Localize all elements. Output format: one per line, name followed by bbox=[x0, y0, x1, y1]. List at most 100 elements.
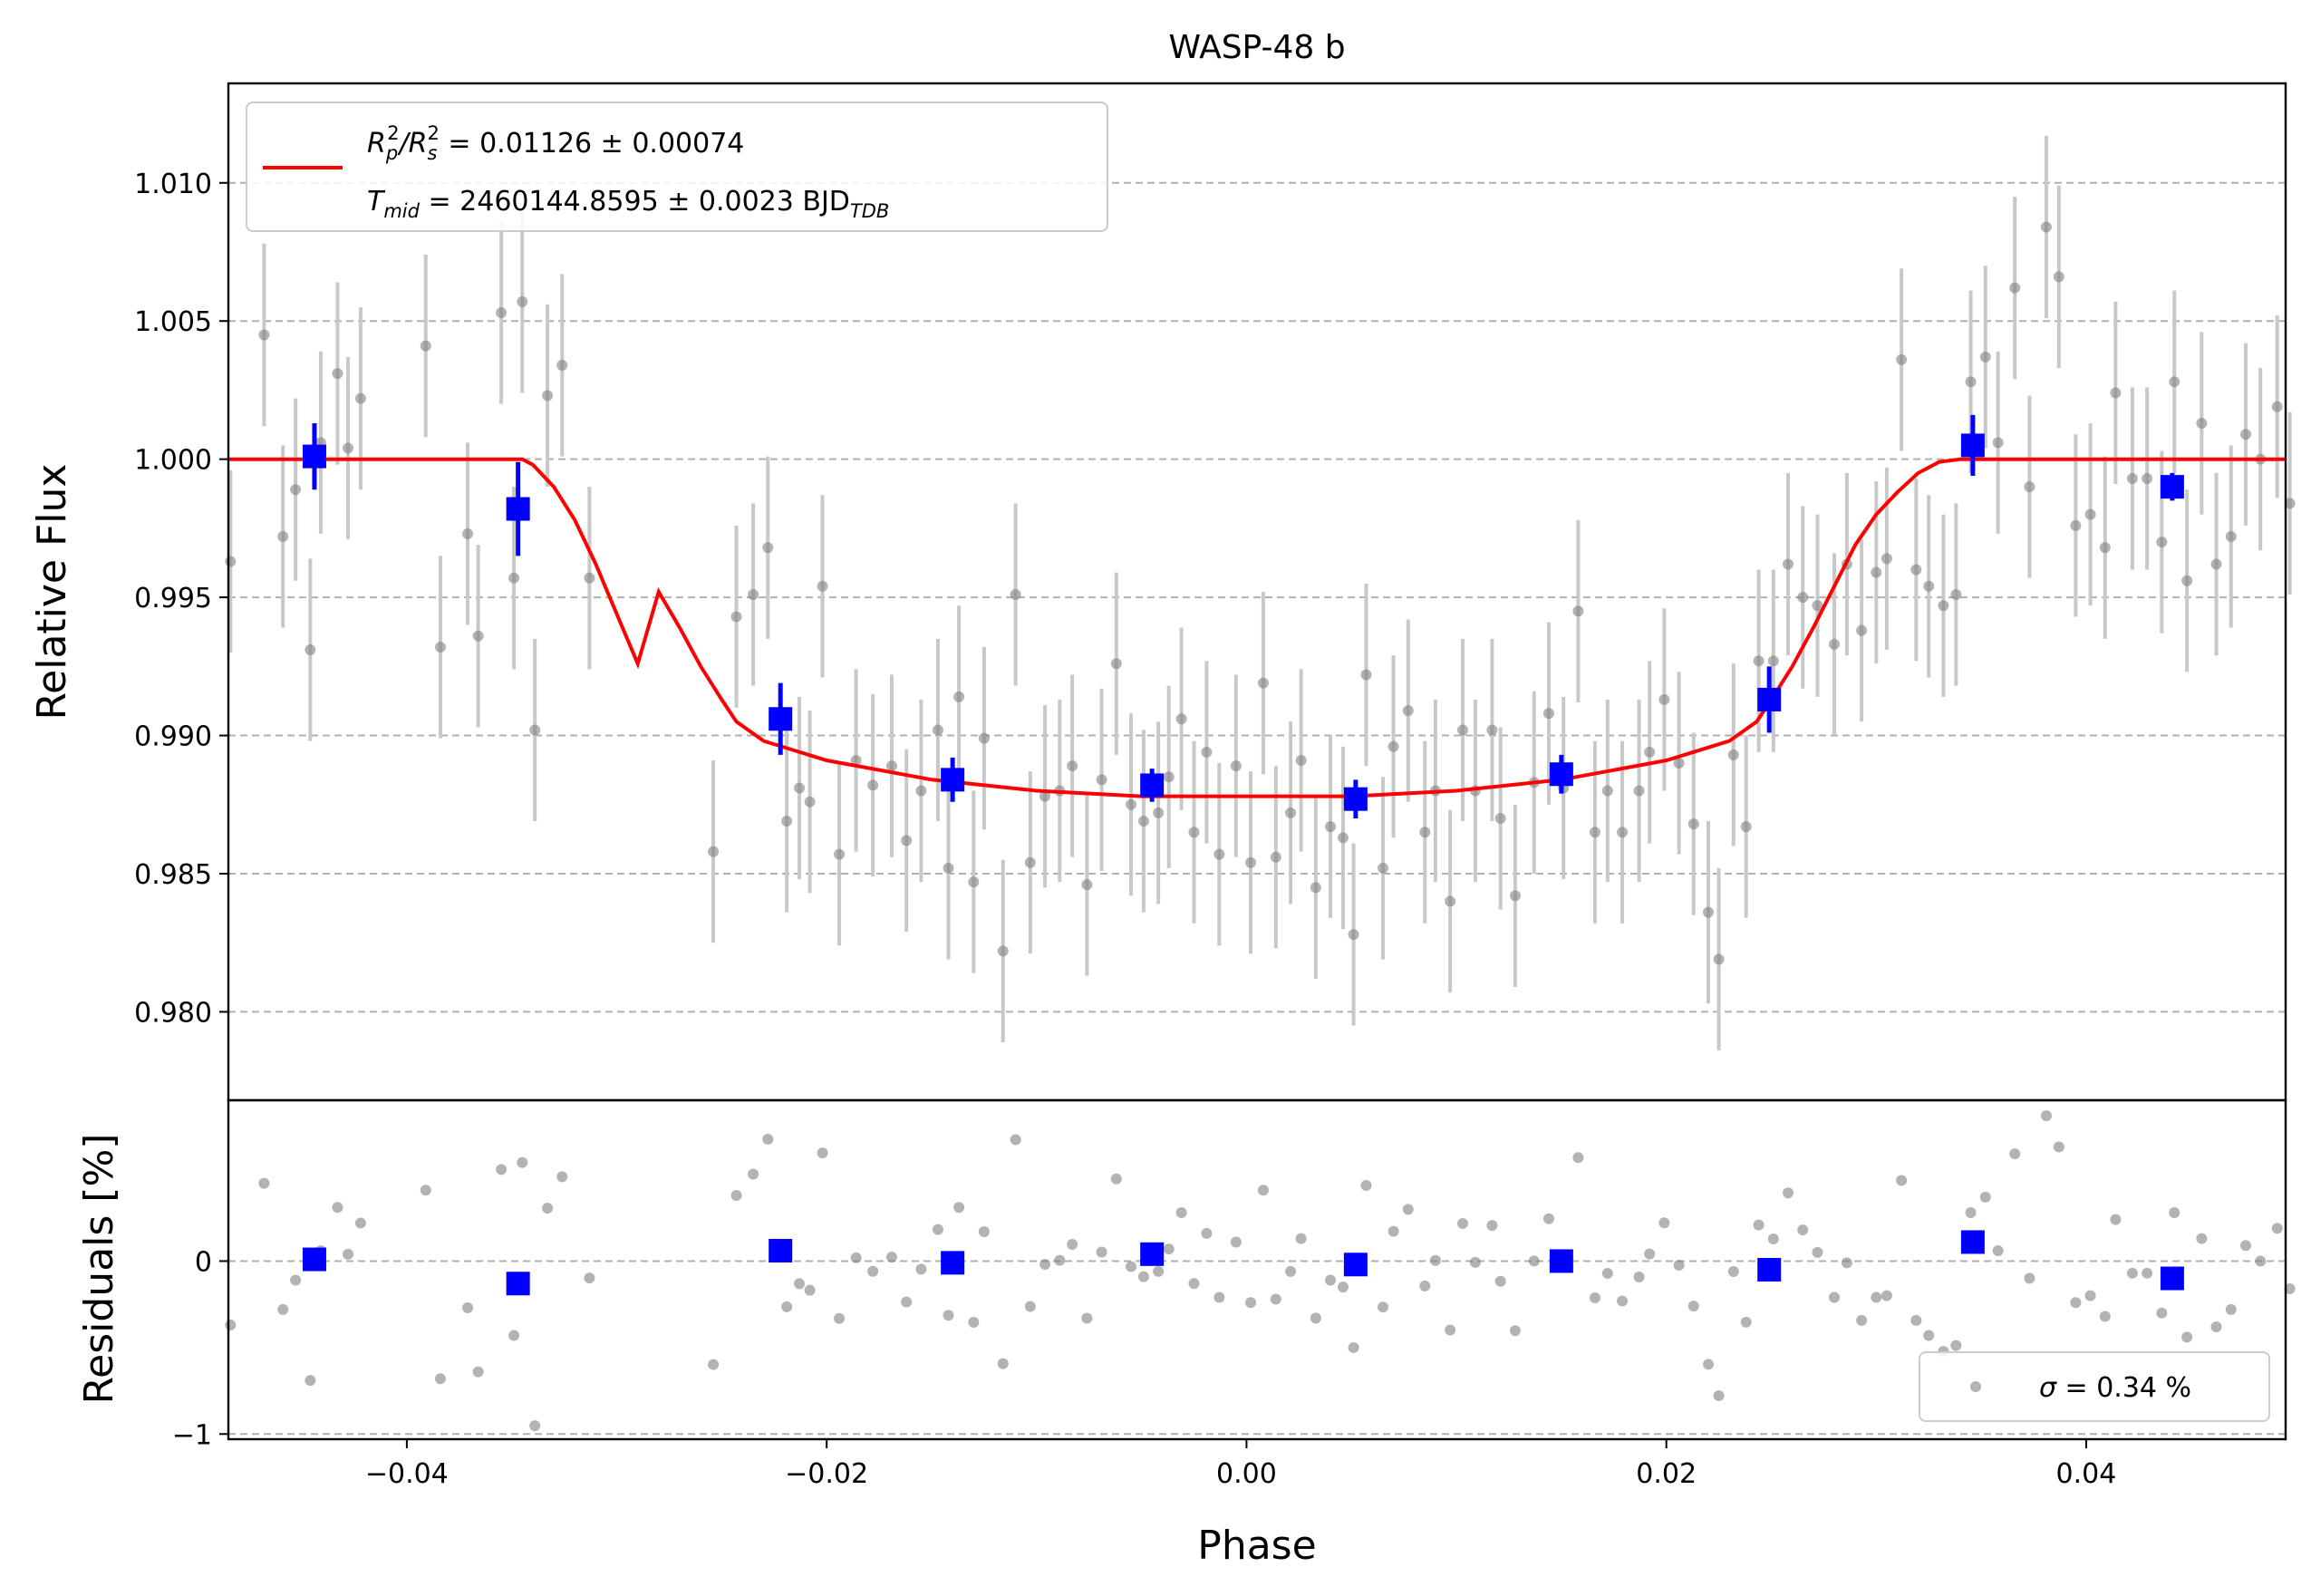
raw-point bbox=[1783, 558, 1794, 570]
residual-point bbox=[2210, 1320, 2222, 1332]
residual-point bbox=[290, 1274, 302, 1286]
residual-point bbox=[794, 1278, 806, 1290]
residual-point bbox=[943, 1310, 954, 1321]
residual-point bbox=[1841, 1257, 1852, 1269]
phase-x-tick-label: 0.00 bbox=[1216, 1458, 1277, 1490]
raw-point bbox=[1767, 655, 1779, 667]
binned-point bbox=[769, 707, 793, 731]
residual-point bbox=[434, 1373, 446, 1385]
binned-point bbox=[302, 444, 326, 469]
raw-point bbox=[748, 589, 759, 601]
raw-point bbox=[1188, 827, 1200, 838]
raw-point bbox=[2181, 575, 2193, 586]
residual-point bbox=[804, 1284, 816, 1296]
flux-grid bbox=[228, 181, 2286, 1013]
residual-point bbox=[1230, 1236, 1242, 1248]
raw-point bbox=[1230, 760, 1242, 772]
flux-y-tick-label: 0.985 bbox=[134, 859, 212, 891]
raw-point bbox=[1175, 713, 1187, 725]
raw-point bbox=[1644, 746, 1656, 758]
residual-point bbox=[1486, 1220, 1498, 1232]
residual-point bbox=[1923, 1330, 1935, 1341]
residual-point bbox=[2126, 1267, 2138, 1279]
residual-point bbox=[1163, 1243, 1175, 1255]
residual-point bbox=[708, 1359, 720, 1370]
raw-point bbox=[781, 816, 793, 827]
raw-point bbox=[508, 572, 520, 584]
residual-point bbox=[1528, 1255, 1540, 1267]
raw-point bbox=[1713, 953, 1725, 965]
residual-point bbox=[2196, 1233, 2208, 1244]
raw-point bbox=[434, 641, 446, 653]
phase-x-tick-label: 0.02 bbox=[1636, 1458, 1697, 1490]
residual-point bbox=[1812, 1246, 1823, 1258]
raw-point bbox=[1687, 818, 1699, 830]
raw-point bbox=[2142, 472, 2153, 484]
raw-point bbox=[1245, 856, 1257, 868]
residual-point bbox=[1402, 1204, 1414, 1215]
residual-point bbox=[1965, 1207, 1977, 1219]
binned-residual-point bbox=[941, 1251, 965, 1275]
residual-point bbox=[2053, 1141, 2064, 1153]
residual-point bbox=[1126, 1261, 1137, 1272]
binned-residual-point bbox=[1549, 1249, 1573, 1273]
residual-point bbox=[1096, 1246, 1107, 1258]
chart-title: WASP-48 b bbox=[1168, 29, 1345, 66]
raw-point bbox=[915, 785, 927, 797]
raw-point bbox=[2009, 282, 2021, 294]
residuals-y-tick-label: −1 bbox=[172, 1419, 212, 1451]
residual-point bbox=[997, 1358, 1009, 1369]
binned-point bbox=[1960, 433, 1985, 458]
raw-point bbox=[1753, 655, 1765, 667]
residual-point bbox=[2255, 1255, 2267, 1267]
residual-point bbox=[1601, 1267, 1613, 1279]
raw-point bbox=[1039, 790, 1051, 802]
raw-point bbox=[1486, 724, 1498, 736]
residual-point bbox=[1081, 1312, 1093, 1324]
raw-point bbox=[2239, 429, 2251, 440]
binned-residual-point bbox=[1140, 1242, 1165, 1266]
residual-point bbox=[1445, 1324, 1456, 1336]
binned-residual-point bbox=[302, 1247, 326, 1272]
residual-point bbox=[978, 1226, 990, 1238]
residual-point bbox=[781, 1301, 793, 1312]
raw-point bbox=[1402, 705, 1414, 717]
residual-point bbox=[1024, 1301, 1036, 1312]
raw-point bbox=[529, 724, 541, 736]
raw-point bbox=[556, 359, 568, 371]
raw-point bbox=[834, 848, 846, 860]
flux-panel: 0.980 0.985 0.990 0.995 1.000 1.005 1.010 Rela… bbox=[29, 82, 2296, 1102]
raw-point bbox=[1163, 771, 1175, 783]
residual-point bbox=[305, 1375, 316, 1387]
residual-point bbox=[2110, 1214, 2122, 1225]
residual-point bbox=[1617, 1295, 1629, 1307]
flux-binned-errorbars bbox=[312, 414, 2175, 819]
residual-point bbox=[1295, 1233, 1307, 1244]
residual-point bbox=[2271, 1223, 2283, 1234]
residual-point bbox=[1753, 1219, 1765, 1231]
raw-point bbox=[885, 760, 897, 772]
raw-point bbox=[2099, 542, 2111, 554]
residual-point bbox=[2239, 1240, 2251, 1252]
raw-point bbox=[2053, 271, 2064, 283]
residual-point bbox=[1429, 1254, 1441, 1266]
raw-point bbox=[1509, 890, 1521, 902]
raw-point bbox=[1445, 895, 1456, 907]
raw-point bbox=[1856, 624, 1868, 636]
raw-point bbox=[1979, 351, 1991, 363]
residual-point bbox=[1740, 1316, 1752, 1328]
phase-x-axis-label: Phase bbox=[1197, 1523, 1316, 1569]
residual-point bbox=[2284, 1282, 2296, 1294]
residual-point bbox=[953, 1202, 965, 1214]
binned-residual-point bbox=[2160, 1266, 2184, 1291]
residual-point bbox=[867, 1265, 879, 1277]
raw-point bbox=[1457, 724, 1468, 736]
flux-legend: Rp2/Rs2 = 0.01126 ± 0.00074 Tmid = 24601… bbox=[246, 102, 1108, 232]
residual-point bbox=[2070, 1297, 2082, 1309]
raw-point bbox=[462, 527, 474, 539]
residual-point bbox=[2156, 1307, 2168, 1319]
raw-point bbox=[2196, 418, 2208, 430]
residual-point bbox=[915, 1263, 927, 1275]
flux-legend-box bbox=[246, 102, 1108, 232]
raw-point bbox=[1010, 589, 1021, 601]
